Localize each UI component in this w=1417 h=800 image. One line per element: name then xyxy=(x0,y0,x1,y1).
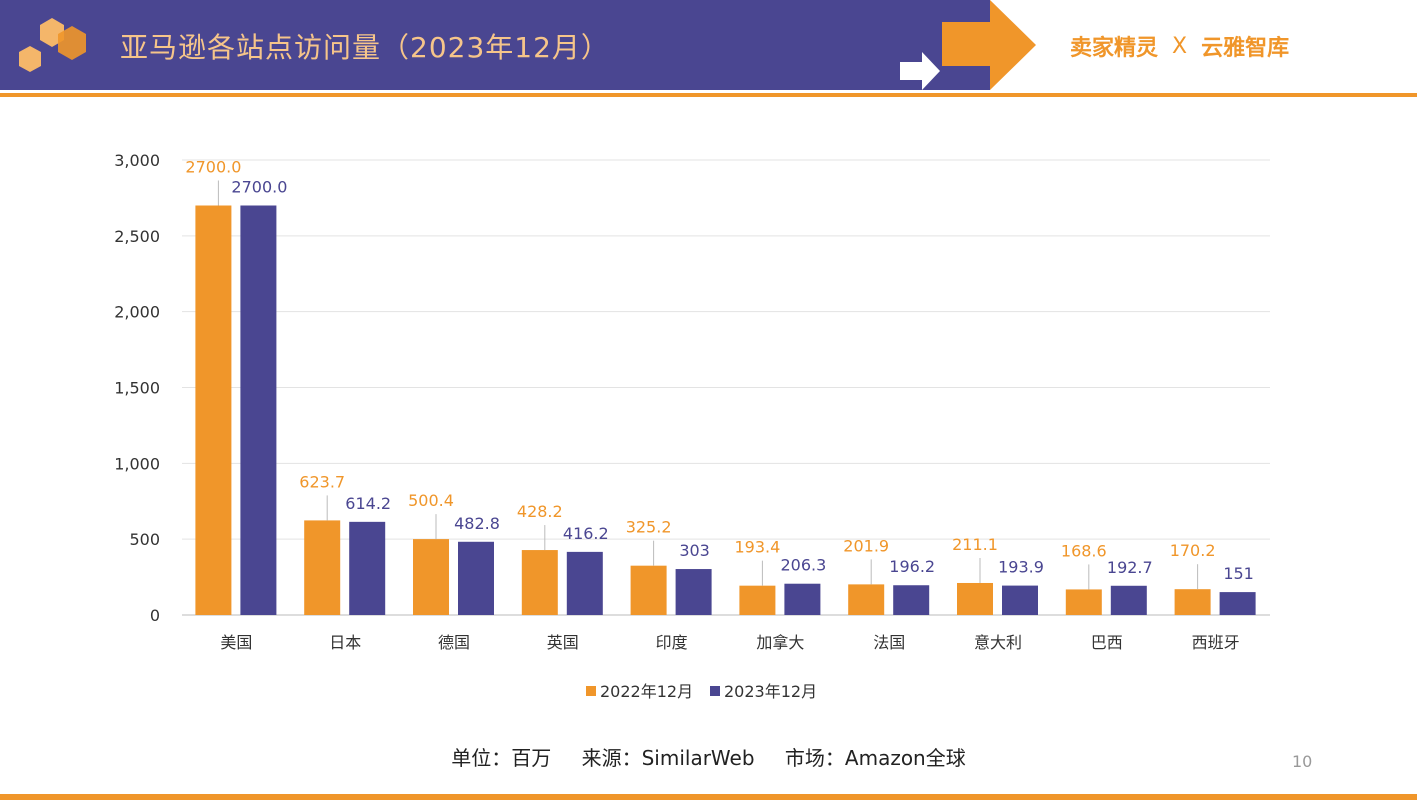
x-tick-label: 印度 xyxy=(656,633,688,652)
bar xyxy=(458,541,494,615)
bar-chart: 0 500 1,000 1,500 2,000 2,500 3,000 美国 2700.0270… xyxy=(114,151,1270,701)
unit-label: 单位：百万 xyxy=(451,746,552,770)
bar xyxy=(413,539,449,615)
data-label: 325.2 xyxy=(626,518,672,537)
y-tick-label: 2,000 xyxy=(114,303,160,322)
bar xyxy=(784,583,821,615)
hexagon-icon xyxy=(58,26,86,60)
bar xyxy=(349,521,386,615)
y-tick-label: 0 xyxy=(150,606,160,625)
data-label: 170.2 xyxy=(1170,541,1216,560)
page-title: 亚马逊各站点访问量（2023年12月） xyxy=(120,31,610,64)
bar xyxy=(1174,589,1211,615)
legend-swatch xyxy=(710,686,720,696)
bar xyxy=(893,585,930,615)
bar xyxy=(848,584,885,615)
data-label: 201.9 xyxy=(843,536,889,555)
x-tick-label: 巴西 xyxy=(1091,633,1123,652)
partner-logos: 卖家精灵 X 云雅智库 xyxy=(1070,30,1289,62)
footer-note: 单位：百万 来源：SimilarWeb 市场：Amazon全球 xyxy=(0,742,1417,771)
legend-swatch xyxy=(586,686,596,696)
source-label: 来源：SimilarWeb xyxy=(581,746,755,770)
y-tick-label: 2,500 xyxy=(114,227,160,246)
bar xyxy=(1110,585,1147,615)
x-tick-label: 德国 xyxy=(438,633,470,652)
data-label: 2700.0 xyxy=(185,158,241,177)
data-label: 416.2 xyxy=(563,524,609,543)
bar xyxy=(675,569,712,615)
legend-label: 2022年12月 xyxy=(600,682,693,701)
x-tick-label: 意大利 xyxy=(974,633,1022,652)
data-label: 193.4 xyxy=(734,538,780,557)
data-label: 482.8 xyxy=(454,514,500,533)
yunya-logo: 云雅智库 xyxy=(1201,36,1290,61)
y-tick-label: 1,500 xyxy=(114,379,160,398)
bar xyxy=(240,205,277,615)
data-label: 192.7 xyxy=(1107,558,1153,577)
y-tick-label: 500 xyxy=(129,530,160,549)
bar xyxy=(739,585,776,615)
data-label: 193.9 xyxy=(998,558,1044,577)
bar xyxy=(1002,585,1038,615)
page-number: 10 xyxy=(1292,752,1313,771)
data-label: 196.2 xyxy=(889,557,935,576)
data-label: 500.4 xyxy=(408,491,454,510)
x-tick-label: 加拿大 xyxy=(756,633,804,652)
data-label: 151 xyxy=(1223,564,1254,583)
bar xyxy=(630,565,667,615)
header-decor xyxy=(19,0,1036,90)
bar xyxy=(195,205,232,615)
bar xyxy=(304,520,341,615)
bar xyxy=(521,550,558,615)
bar xyxy=(957,582,993,615)
y-tick-label: 3,000 xyxy=(114,151,160,170)
arrow-icon xyxy=(900,52,940,90)
data-label: 2700.0 xyxy=(231,178,287,197)
data-label: 614.2 xyxy=(345,494,391,513)
header-divider xyxy=(0,93,1417,97)
data-label: 303 xyxy=(679,541,710,560)
data-label: 428.2 xyxy=(517,502,563,521)
x-tick-label: 法国 xyxy=(873,633,905,652)
x-tick-label: 美国 xyxy=(220,633,252,652)
data-label: 623.7 xyxy=(299,472,345,491)
market-label: 市场：Amazon全球 xyxy=(784,746,966,770)
arrow-icon xyxy=(942,0,1036,90)
x-tick-label: 西班牙 xyxy=(1192,633,1240,652)
header-band xyxy=(0,0,990,90)
bar xyxy=(1219,592,1256,615)
logo-separator: X xyxy=(1172,33,1188,59)
legend-label: 2023年12月 xyxy=(724,682,817,701)
bar xyxy=(566,551,603,615)
data-label: 168.6 xyxy=(1061,541,1107,560)
data-label: 206.3 xyxy=(780,556,826,575)
bar xyxy=(1065,589,1102,615)
hexagon-icon xyxy=(19,46,41,72)
data-label: 211.1 xyxy=(952,535,998,554)
y-tick-label: 1,000 xyxy=(114,454,160,473)
x-tick-label: 英国 xyxy=(547,633,579,652)
seller-sprite-logo: 卖家精灵 xyxy=(1070,36,1159,61)
x-tick-label: 日本 xyxy=(329,633,361,652)
footer-divider xyxy=(0,794,1417,800)
